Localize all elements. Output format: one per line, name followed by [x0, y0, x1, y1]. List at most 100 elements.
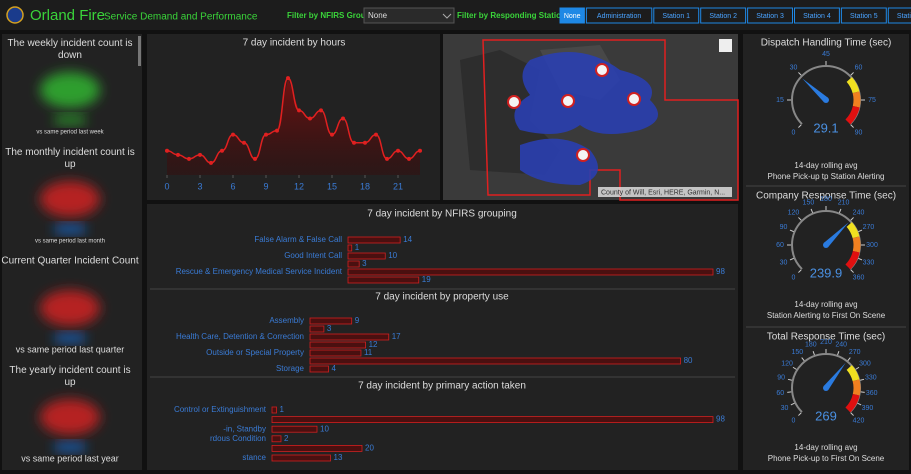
gauge-tick: [847, 357, 851, 361]
station-button-label[interactable]: Station 6: [897, 13, 911, 20]
x-tick-label: 21: [393, 181, 403, 191]
gauge-tick-label: 210: [838, 199, 850, 206]
gauge-tick: [858, 257, 863, 261]
gauge-tick-label: 90: [777, 375, 785, 382]
station-button[interactable]: [585, 7, 653, 24]
gauge-caption: Phone Pick-up tp Station Alerting: [768, 172, 885, 181]
indicator-caption: vs same period last month: [35, 239, 105, 245]
gauge-tick-label: 240: [835, 341, 847, 348]
data-label: 20: [365, 444, 374, 453]
scrollbar[interactable]: [138, 36, 141, 66]
gauge-band: [846, 222, 860, 239]
station-button[interactable]: [700, 7, 747, 24]
gauge-tick-label: 45: [822, 51, 830, 58]
blurred-delta: [55, 225, 85, 233]
data-label: 3: [327, 324, 332, 333]
station-button-label[interactable]: Station 2: [709, 13, 737, 20]
category-label: stance: [242, 453, 266, 462]
gauge-band: [846, 365, 860, 382]
filter-label: Filter by NFIRS Group: [287, 11, 371, 20]
bookmark-button[interactable]: [719, 39, 732, 52]
x-tick-label: 9: [263, 181, 268, 191]
gauge-tick-label: 0: [792, 274, 796, 281]
bar: [309, 325, 325, 333]
gauge-tick: [837, 351, 840, 356]
gauge-hub: [823, 242, 829, 248]
group-select[interactable]: [363, 7, 455, 24]
station-button-label[interactable]: Station 5: [850, 13, 878, 20]
station-button-label[interactable]: None: [564, 13, 581, 20]
bar: [309, 357, 681, 365]
station-button[interactable]: [653, 7, 700, 24]
bar: [271, 435, 282, 443]
blurred-value: [40, 72, 100, 108]
gauge-tick-label: 120: [781, 360, 793, 367]
data-label: 14: [403, 235, 412, 244]
x-tick-label: 12: [294, 181, 304, 191]
point: [352, 140, 356, 145]
gauge-needle: [802, 78, 829, 103]
gauge-tick: [850, 412, 854, 416]
gauge-tick: [798, 217, 802, 221]
point: [165, 148, 169, 153]
bar: [347, 276, 420, 284]
station-button-label[interactable]: Administration: [597, 13, 641, 20]
bar: [271, 454, 331, 462]
gauge-tick: [798, 412, 802, 416]
indicator-caption: vs same period last week: [36, 130, 104, 136]
gauge-caption: 14-day rolling avg: [794, 300, 857, 309]
data-label: 2: [284, 434, 289, 443]
bar: [309, 365, 329, 373]
gauge-tick-label: 30: [780, 259, 788, 266]
gauge-tick: [860, 378, 865, 381]
gauge-tick: [838, 208, 842, 213]
station-button[interactable]: [747, 7, 793, 24]
category-label: Storage: [276, 364, 305, 373]
gauge-tick: [789, 257, 794, 261]
point: [319, 108, 323, 113]
station-button[interactable]: [559, 7, 585, 24]
point: [242, 140, 246, 145]
station-button[interactable]: [794, 7, 840, 24]
gauge-tick-label: 180: [820, 196, 832, 203]
gauge-tick: [810, 208, 814, 213]
group-select-value[interactable]: None: [368, 11, 388, 20]
station-icons: [507, 63, 641, 162]
gauge-tick: [858, 229, 863, 233]
station-button-label[interactable]: Station 1: [662, 13, 690, 20]
gauge-tick: [798, 124, 802, 128]
x-tick-label: 18: [360, 181, 370, 191]
bar: [271, 444, 363, 452]
gauge-caption: Phone Pick-up to First On Scene: [768, 454, 885, 463]
gauge-tick-label: 210: [820, 339, 832, 346]
category-label: -in, Standby: [223, 424, 266, 433]
station-button[interactable]: [840, 7, 887, 24]
gauge-tick: [790, 402, 795, 406]
category-label: Outside or Special Property: [206, 348, 304, 357]
bar: [347, 268, 714, 276]
bar: [347, 252, 386, 260]
gauge-tick-label: 300: [859, 360, 871, 367]
app-title: Orland Fire: [30, 7, 105, 24]
data-label: 9: [355, 316, 360, 325]
point: [198, 152, 202, 157]
gauge-tick-label: 60: [776, 390, 784, 397]
data-label: 1: [355, 243, 360, 252]
gauge-hub: [823, 97, 829, 103]
gauge-tick: [801, 357, 805, 361]
point: [396, 148, 400, 153]
map[interactable]: County of Will, Esri, HERE, Garmin, N...: [460, 39, 739, 201]
gauge-tick: [798, 72, 802, 76]
station-button-label[interactable]: Station 4: [803, 13, 831, 20]
x-tick-label: 15: [327, 181, 337, 191]
gauge-caption: Station Alerting to First On Scene: [767, 311, 886, 320]
gauge-tick-label: 360: [866, 390, 878, 397]
gauge-band: [845, 393, 860, 413]
filter-label: Filter by Responding Station:: [457, 11, 569, 20]
point: [374, 132, 378, 137]
data-label: 98: [716, 267, 725, 276]
bar: [347, 236, 401, 244]
station-button-label[interactable]: Station 3: [756, 13, 784, 20]
bar: [309, 333, 390, 341]
incident-density: [514, 52, 658, 134]
